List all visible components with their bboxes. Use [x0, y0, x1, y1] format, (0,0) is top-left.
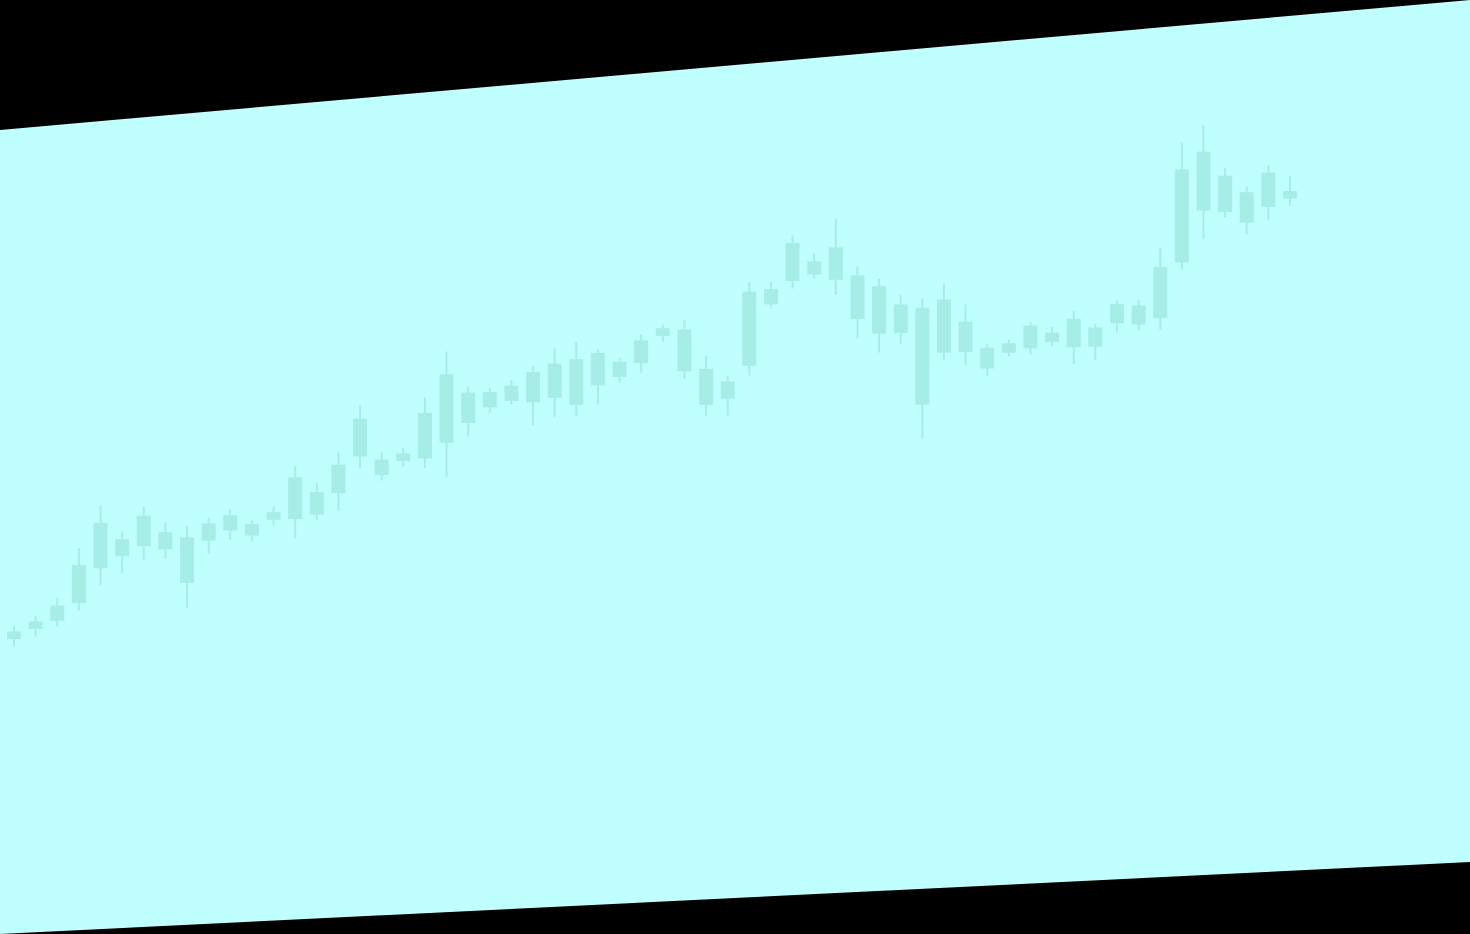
candle-body	[482, 392, 497, 408]
candle-body	[677, 329, 692, 372]
candle-body	[223, 515, 238, 531]
candle-body	[1001, 343, 1016, 353]
candle-body	[1239, 192, 1254, 223]
candle-body	[612, 361, 627, 378]
candle-body	[915, 307, 930, 405]
candle-body	[872, 286, 887, 334]
candle-body	[828, 247, 843, 280]
candle-body	[742, 291, 757, 366]
candle-body	[1045, 332, 1060, 343]
candle-body	[980, 347, 995, 369]
candle-body	[136, 515, 151, 547]
candle-body	[1196, 151, 1211, 211]
candle-body	[547, 363, 562, 398]
candle-body	[1283, 191, 1297, 199]
candle-body	[569, 359, 584, 405]
candle-body	[71, 565, 86, 604]
candle-body	[396, 453, 411, 461]
candle-body	[28, 621, 43, 629]
candle-body	[201, 523, 216, 541]
candle-body	[699, 368, 714, 405]
candle-body	[417, 412, 432, 459]
candle-body	[353, 418, 368, 457]
candle-body	[1023, 325, 1038, 349]
candle-body	[893, 304, 908, 334]
candle-body	[785, 242, 800, 281]
candle-body	[1218, 175, 1233, 212]
candle-body	[439, 374, 454, 443]
candle-body	[807, 261, 822, 275]
candle-body	[1109, 304, 1124, 324]
candle-body	[374, 459, 389, 475]
candle-body	[266, 512, 281, 520]
candle-body	[1088, 327, 1103, 347]
candle-body	[655, 328, 670, 336]
candle-body	[526, 371, 541, 403]
candle-body	[590, 352, 605, 386]
candle-body	[1261, 172, 1276, 207]
candle-body	[158, 532, 173, 550]
candle-body	[180, 537, 195, 583]
candle-body	[634, 340, 649, 364]
candle-body	[1131, 305, 1146, 325]
candle-body	[504, 385, 519, 401]
candle-body	[244, 524, 259, 536]
candle-body	[288, 477, 303, 520]
candle-body	[763, 289, 778, 305]
candle-body	[1174, 169, 1189, 263]
candle-body	[720, 381, 735, 399]
candle-body	[309, 491, 324, 515]
candle-body	[7, 631, 21, 640]
candle-body	[461, 392, 476, 424]
candle-body	[93, 522, 108, 569]
candle-body	[936, 299, 951, 353]
candle-body	[1153, 266, 1168, 319]
candle-body	[850, 275, 865, 320]
candle-body	[115, 539, 130, 557]
candle-body	[50, 605, 65, 621]
candles-group	[7, 125, 1297, 647]
candle-body	[1066, 318, 1081, 348]
candle-body	[958, 321, 973, 353]
candle-body	[331, 464, 346, 494]
